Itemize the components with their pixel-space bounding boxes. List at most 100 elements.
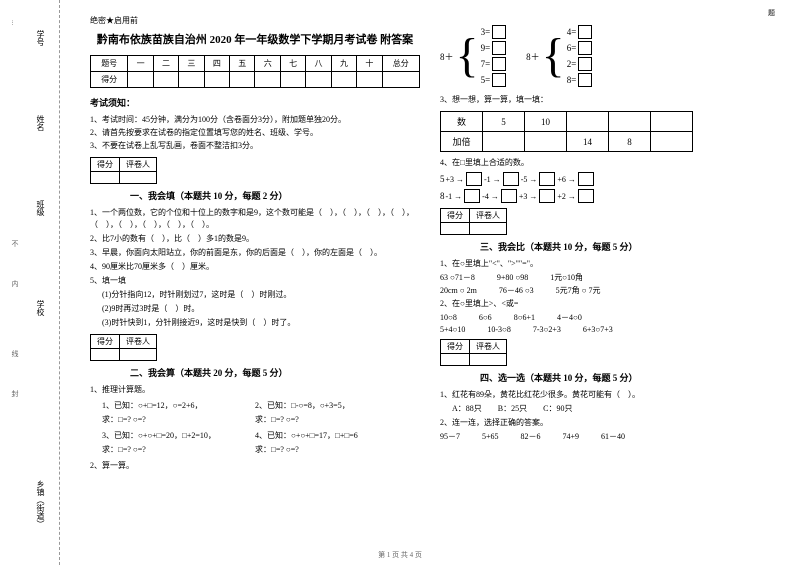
section-score-box: 得分评卷人 [90,334,157,361]
score-cell [441,354,470,366]
op-arrow: +6 [557,175,566,184]
score-cell [357,72,382,88]
score-cell [306,72,331,88]
margin-cut-text: 线 [10,350,20,357]
score-cell [280,72,305,88]
answer-box [492,57,506,71]
table-cell: 数 [441,112,483,132]
answer-box [492,41,506,55]
score-cell [230,72,255,88]
sub-question: 求：□=? ○=? [255,414,420,426]
score-cell [91,348,120,360]
answer-box [578,73,592,87]
instructions-block: 1、考试时间：45分钟，满分为100分（含卷面分3分），附加题单独20分。 2、… [90,114,420,152]
score-cell [179,72,204,88]
question: 2、算一算。 [90,460,420,472]
table-cell: 加倍 [441,132,483,152]
compare-item: 9+80 ○98 [497,273,528,282]
op-arrow: +2 [557,192,566,201]
compare-item: 63 ○71－8 [440,272,475,283]
answer-box [539,189,555,203]
compare-item: 5+4○10 [440,325,465,334]
table-header: 十 [357,56,382,72]
sub-question: 求：□=? ○=? [90,444,255,456]
question: 2、比7小的数有（ ），比（ ）多1的数是9。 [90,233,420,245]
table-cell: 10 [525,112,567,132]
instruction-item: 3、不要在试卷上乱写乱画，卷面不整洁扣3分。 [90,140,420,151]
score-label: 得分 [441,340,470,354]
compare-item: 82－6 [521,431,541,442]
question: 4、在□里填上合适的数。 [440,157,770,169]
score-cell [255,72,280,88]
compare-item: 5+65 [482,432,499,441]
options: A：88只 B：25只 C：90只 [440,403,770,415]
section-1-title: 一、我会填（本题共 10 分，每题 2 分） [130,189,420,202]
op-arrow: +3 [446,175,455,184]
equation: 2= [567,59,577,69]
question: 1、一个两位数，它的个位和十位上的数字和是9，这个数可能是（ ），（ ），（ ）… [90,207,420,231]
compare-item: 10-3○8 [487,325,511,334]
compare-row: 10○8 6○6 8○6+1 4－4○0 [440,312,770,323]
score-cell [204,72,229,88]
question: 2、连一连，选择正确的答案。 [440,417,770,429]
question: 1、推理计算题。 [90,384,420,396]
table-cell: 14 [567,132,609,152]
score-label: 得分 [91,157,120,171]
table-header: 三 [179,56,204,72]
margin-label-school: 学校 [35,300,46,316]
sub-question: (1)分针指向12，时针刚划过7，这时是（ ）时刚过。 [90,289,420,301]
grader-label: 评卷人 [120,334,157,348]
brace-icon: { [456,39,479,73]
table-header: 四 [204,56,229,72]
answer-box [464,189,480,203]
compare-item: 76－46 ○3 [499,285,534,296]
binding-margin: 学号 姓名 班级 学校 乡镇（街道） ... 不 内 线 封 [0,0,60,565]
table-cell: 8 [609,132,651,152]
compare-row: 95－7 5+65 82－6 74+9 61－40 [440,431,770,442]
op-arrow: -1 [446,192,453,201]
compare-item: 20cm ○ 2m [440,286,477,295]
table-cell [651,112,693,132]
score-label: 得分 [91,334,120,348]
compare-item: 7-3○2+3 [533,325,561,334]
score-cell [128,72,153,88]
table-header: 题号 [91,56,128,72]
equation: 8= [567,75,577,85]
section-score-box: 得分评卷人 [440,339,507,366]
score-cell [153,72,178,88]
equation: 4= [567,27,577,37]
margin-label-name: 姓名 [35,115,46,131]
table-header: 一 [128,56,153,72]
question: 1、在○里填上"<"、">""="。 [440,258,770,270]
instruction-item: 2、请首先按要求在试卷的指定位置填写您的姓名、班级、学号。 [90,127,420,138]
question: 4、90厘米比70厘米多（ ）厘米。 [90,261,420,273]
equation: 9= [481,43,491,53]
question: 1、红花有89朵，黄花比红花少很多。黄花可能有（ ）。 [440,389,770,401]
page-footer: 第 1 页 共 4 页 [0,550,800,560]
content-area: 绝密★启用前 黔南布依族苗族自治州 2020 年一年级数学下学期月考试卷 附答案… [60,0,800,565]
margin-label-town: 乡镇（街道） [35,480,46,528]
margin-label-class: 班级 [35,200,46,216]
answer-box [578,172,594,186]
table-header: 二 [153,56,178,72]
prefix-text: 8＋ [440,50,454,63]
margin-cut-text: 不 [10,240,20,247]
exam-title: 黔南布依族苗族自治州 2020 年一年级数学下学期月考试卷 附答案 [90,31,420,47]
score-cell [91,171,120,183]
table-cell [651,132,693,152]
start-num: 5 [440,174,445,184]
table-header: 五 [230,56,255,72]
sub-question: 求：□=? ○=? [90,414,255,426]
table-header: 九 [331,56,356,72]
sub-question: 2、已知：□-○=8，○+3=5， [255,400,420,412]
start-num: 8 [440,191,445,201]
answer-box [578,189,594,203]
section-score-box: 得分评卷人 [440,208,507,235]
compare-item: 5元7角 ○ 7元 [556,285,601,296]
table-header: 八 [306,56,331,72]
compare-row: 20cm ○ 2m 76－46 ○3 5元7角 ○ 7元 [440,285,770,296]
answer-box [539,172,555,186]
question: 3、早晨，你面向太阳站立，你的前面是东，你的后面是（ ），你的左面是（ ）。 [90,247,420,259]
score-label: 得分 [441,209,470,223]
op-arrow: +3 [519,192,528,201]
